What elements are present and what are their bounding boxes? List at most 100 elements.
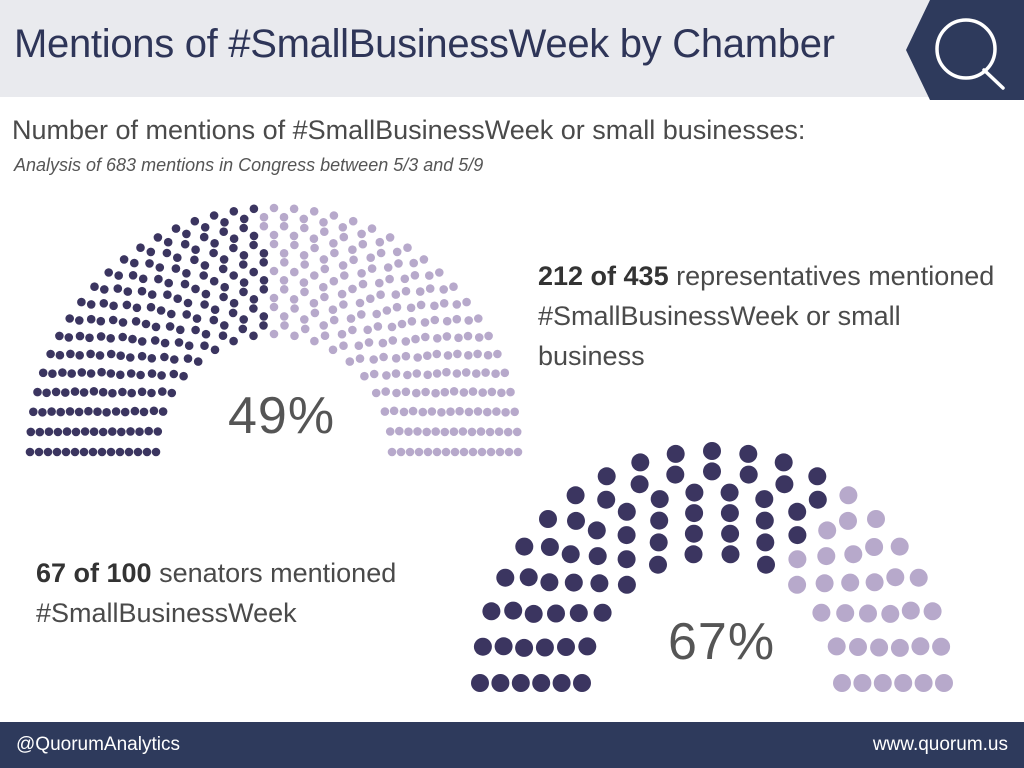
seat-not-mentioned	[395, 426, 404, 436]
seat-mentioned	[147, 388, 156, 398]
seat-mentioned	[147, 369, 157, 378]
seat-mentioned	[128, 271, 138, 280]
seat-not-mentioned	[483, 350, 493, 360]
seat-not-mentioned	[310, 243, 319, 253]
seat-not-mentioned	[360, 371, 369, 381]
seat-mentioned	[141, 319, 151, 329]
seat-not-mentioned	[442, 367, 451, 377]
seat-mentioned	[164, 278, 173, 288]
senate-parliament-chart	[471, 442, 953, 692]
seat-not-mentioned	[385, 233, 395, 242]
seat-not-mentioned	[279, 212, 289, 222]
seat-not-mentioned	[464, 407, 474, 417]
seat-mentioned	[755, 511, 774, 530]
seat-not-mentioned	[339, 300, 348, 309]
seat-mentioned	[70, 447, 80, 457]
seat-mentioned	[532, 674, 551, 692]
seat-mentioned	[158, 387, 167, 396]
seat-not-mentioned	[310, 271, 319, 280]
seat-not-mentioned	[269, 293, 279, 303]
seat-not-mentioned	[841, 573, 860, 592]
seat-not-mentioned	[483, 407, 492, 417]
seat-not-mentioned	[400, 274, 410, 284]
seat-mentioned	[75, 331, 85, 341]
seat-mentioned	[631, 453, 650, 472]
seat-not-mentioned	[510, 407, 519, 417]
seat-mentioned	[229, 243, 238, 253]
seat-not-mentioned	[387, 322, 397, 332]
seat-not-mentioned	[446, 407, 455, 417]
seat-mentioned	[48, 369, 57, 379]
seat-not-mentioned	[399, 407, 409, 417]
seat-not-mentioned	[330, 248, 339, 258]
seat-mentioned	[239, 251, 249, 260]
seat-not-mentioned	[319, 321, 329, 330]
seat-mentioned	[649, 555, 667, 574]
seat-mentioned	[66, 349, 75, 359]
seat-not-mentioned	[431, 427, 441, 436]
seat-not-mentioned	[300, 223, 309, 233]
seat-not-mentioned	[459, 447, 469, 457]
seat-mentioned	[229, 298, 239, 308]
senate-description: 67 of 100 senators mentioned #SmallBusin…	[36, 553, 496, 633]
seat-not-mentioned	[380, 407, 390, 416]
seat-mentioned	[139, 407, 149, 417]
seat-not-mentioned	[403, 243, 412, 252]
seat-not-mentioned	[859, 604, 877, 623]
seat-not-mentioned	[476, 427, 486, 436]
page-title: Mentions of #SmallBusinessWeek by Chambe…	[14, 22, 835, 66]
seat-mentioned	[155, 263, 165, 272]
seat-not-mentioned	[391, 354, 401, 363]
seat-not-mentioned	[358, 239, 368, 249]
seat-mentioned	[137, 387, 147, 397]
seat-mentioned	[229, 271, 238, 280]
seat-mentioned	[182, 269, 191, 278]
seat-mentioned	[617, 526, 636, 545]
seat-mentioned	[249, 240, 258, 250]
seat-mentioned	[567, 511, 585, 530]
seat-mentioned	[239, 287, 248, 297]
seat-not-mentioned	[279, 285, 289, 294]
seat-mentioned	[494, 637, 513, 656]
seat-not-mentioned	[328, 305, 338, 315]
senate-count: 67 of 100	[36, 558, 152, 588]
seat-mentioned	[80, 427, 90, 436]
seat-not-mentioned	[443, 351, 453, 360]
seat-not-mentioned	[452, 369, 462, 378]
seat-mentioned	[33, 387, 42, 397]
seat-not-mentioned	[421, 332, 430, 342]
seat-mentioned	[249, 304, 258, 313]
seat-mentioned	[182, 229, 191, 239]
seat-not-mentioned	[462, 297, 471, 307]
seat-not-mentioned	[865, 538, 884, 556]
seat-mentioned	[557, 638, 575, 656]
seat-not-mentioned	[367, 224, 377, 233]
seat-mentioned	[96, 332, 106, 341]
seat-not-mentioned	[431, 388, 440, 398]
seat-mentioned	[173, 294, 182, 304]
seat-not-mentioned	[319, 255, 329, 264]
seat-not-mentioned	[432, 447, 442, 457]
seat-mentioned	[146, 247, 156, 257]
seat-not-mentioned	[372, 309, 382, 319]
seat-mentioned	[617, 575, 636, 594]
seat-mentioned	[47, 407, 56, 416]
seat-not-mentioned	[449, 387, 459, 396]
seat-not-mentioned	[472, 369, 481, 378]
seat-mentioned	[597, 467, 616, 486]
seat-not-mentioned	[310, 336, 319, 346]
seat-mentioned	[739, 465, 758, 484]
seat-not-mentioned	[300, 287, 309, 297]
seat-not-mentioned	[388, 336, 398, 345]
seat-not-mentioned	[849, 638, 867, 656]
seat-mentioned	[519, 568, 538, 587]
seat-mentioned	[86, 349, 95, 359]
seat-mentioned	[200, 341, 209, 351]
seat-mentioned	[511, 674, 530, 692]
seat-mentioned	[201, 289, 211, 299]
seat-not-mentioned	[346, 314, 356, 323]
seat-not-mentioned	[911, 637, 930, 656]
seat-mentioned	[95, 351, 105, 360]
seat-mentioned	[113, 284, 123, 293]
seat-mentioned	[126, 369, 136, 378]
